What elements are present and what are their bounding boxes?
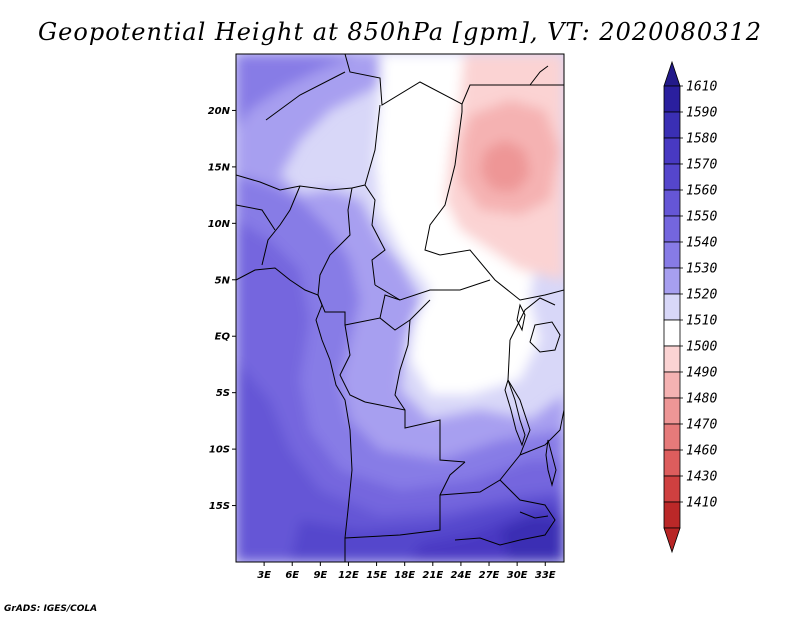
lon-tick-label: 33E [535,570,556,581]
colorbar-swatch [663,267,681,295]
colorbar-label: 1460 [686,444,717,459]
border-line [454,479,556,546]
lon-tick-label: 15E [366,570,387,581]
coastline [236,267,353,539]
colorbar-swatch [663,85,681,113]
colorbar-label: 1430 [686,470,717,485]
lon-tick-label: 30E [507,570,528,581]
border-line [439,339,531,496]
colorbar-label: 1480 [686,392,717,407]
border-line [265,71,346,121]
colorbar: 1610 1590 1580 1570 1560 1550 1540 1530 1520 1510… [663,60,717,554]
lon-tick-label: 12E [338,570,359,581]
colorbar-swatch [663,449,681,477]
lat-tick-label: 10S [209,445,230,456]
colorbar-label: 1490 [686,366,717,381]
colorbar-swatch [663,111,681,139]
colorbar-swatch [663,293,681,321]
colorbar-label: 1410 [686,496,717,511]
lake-kariba [519,511,549,519]
colorbar-label: 1550 [686,210,717,225]
colorbar-label: 1540 [686,236,717,251]
field-southwest-dark [236,360,564,562]
lon-tick-label: 9E [313,570,327,581]
field-ne-core [480,140,530,192]
lon-tick-label: 27E [479,570,500,581]
field-west-deeper [236,220,564,562]
lake-tanganyika [504,378,526,447]
field-se-core [500,515,564,562]
border-line [439,249,564,301]
map-title: Geopotential Height at 850hPa [gpm], VT:… [38,18,762,46]
lat-tick-label: 15S [209,501,230,512]
border-line [379,294,401,319]
lake-albert [516,303,526,332]
colorbar-swatch [663,501,681,529]
colorbar-swatch [663,215,681,243]
colorbar-bottom-arrow [663,527,681,554]
border-line [317,187,353,296]
colorbar-label: 1610 [686,80,717,95]
colorbar-swatch [663,345,681,373]
border-line [424,111,463,256]
lon-tick-label: 6E [285,570,299,581]
lon-tick-label: 21E [422,570,443,581]
colorbar-swatch [663,319,681,347]
border-line [364,104,386,286]
colorbar-label: 1570 [686,158,717,173]
country-borders [236,54,564,562]
border-line [409,299,431,321]
border-line [236,204,276,231]
colorbar-swatch [663,137,681,165]
colorbar-label: 1560 [686,184,717,199]
colorbar-label: 1520 [686,288,717,303]
lon-tick-label: 3E [257,570,271,581]
border-line [374,279,491,301]
field-nw-top [236,54,360,130]
red-sea-coast [529,65,549,86]
lat-tick-label: 5S [216,388,230,399]
border-line [261,185,301,266]
colorbar-label: 1470 [686,418,717,433]
lat-tick-label: 5N [215,275,231,286]
lake-victoria [529,321,561,353]
border-line [461,84,564,105]
colorbar-label: 1580 [686,132,717,147]
latitude-axis: 20N 15N 10N 5N EQ 5S 10S 15S [208,106,236,512]
colorbar-swatch [663,423,681,451]
lake-malawi [545,439,557,487]
lat-tick-label: 20N [208,106,231,117]
colorbar-swatch [663,397,681,425]
border-line [509,297,556,341]
lat-tick-label: 10N [208,219,231,230]
colorbar-swatch [663,241,681,269]
colorbar-label: 1530 [686,262,717,277]
lon-tick-label: 18E [394,570,415,581]
grads-credit: GrADS: IGES/COLA [4,604,98,614]
map-frame [235,53,565,563]
colorbar-swatch [663,189,681,217]
border-line [394,319,411,411]
colorbar-label: 1500 [686,340,717,355]
colorbar-label: 1590 [686,106,717,121]
border-line [364,401,466,463]
longitude-axis: 3E 6E 9E 12E 15E 18E 21E 24E 27E 30E 33E [257,562,556,581]
colorbar-label: 1510 [686,314,717,329]
lat-tick-label: EQ [215,332,231,343]
border-line [339,324,366,403]
border-line [519,409,564,456]
colorbar-swatch [663,475,681,503]
geopotential-field [236,54,564,562]
lon-tick-label: 24E [451,570,472,581]
colorbar-top-arrow [663,60,681,87]
colorbar-swatch [663,371,681,399]
lat-tick-label: 15N [208,162,231,173]
colorbar-swatch [663,163,681,191]
